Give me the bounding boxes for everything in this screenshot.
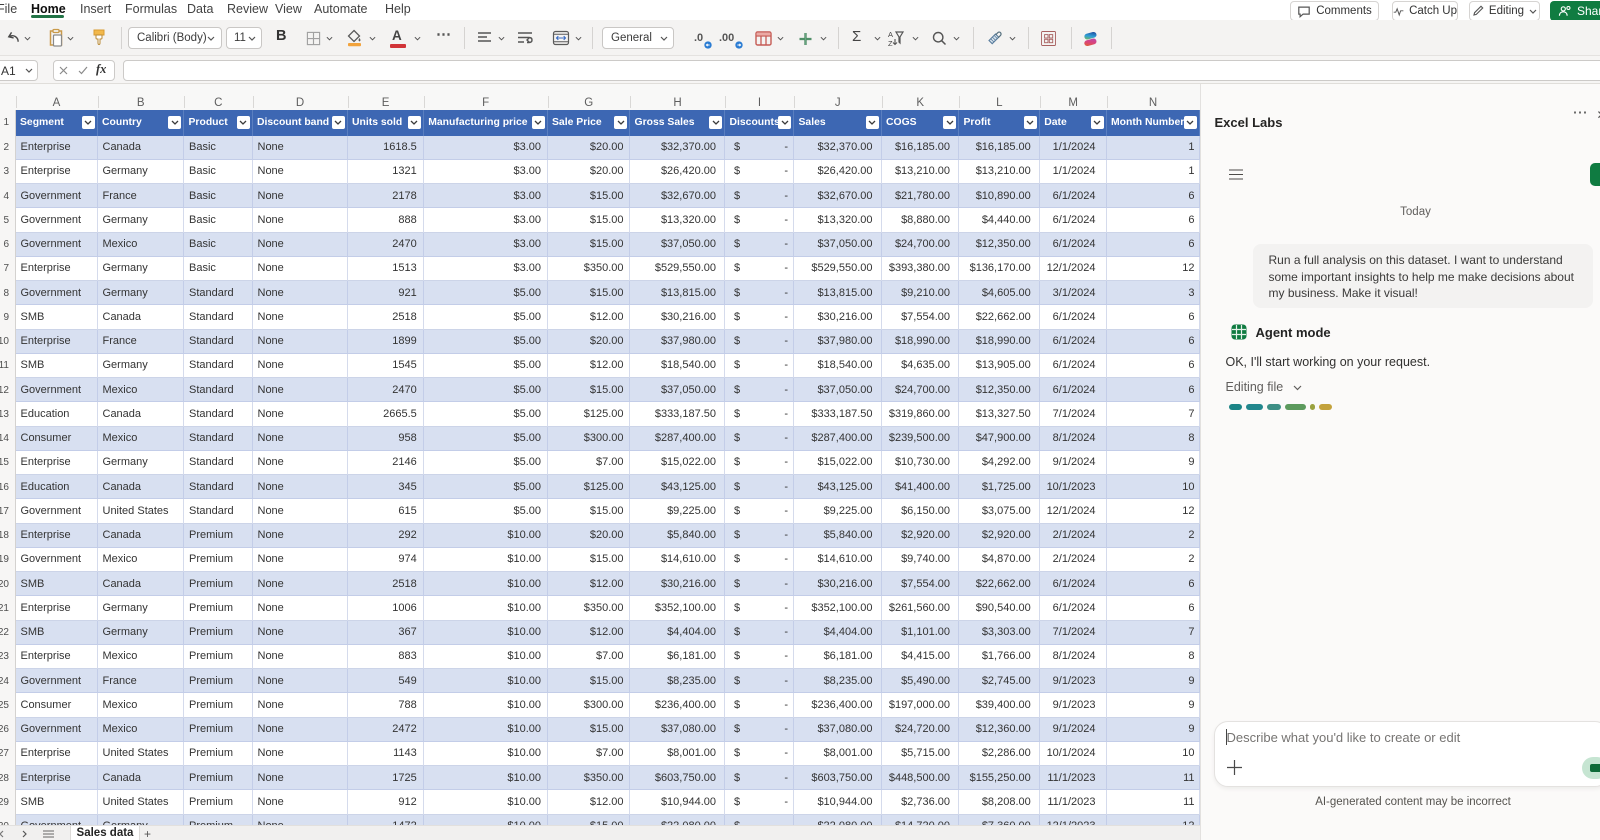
svg-text:Z: Z [888, 39, 893, 47]
svg-text:A: A [888, 30, 893, 39]
